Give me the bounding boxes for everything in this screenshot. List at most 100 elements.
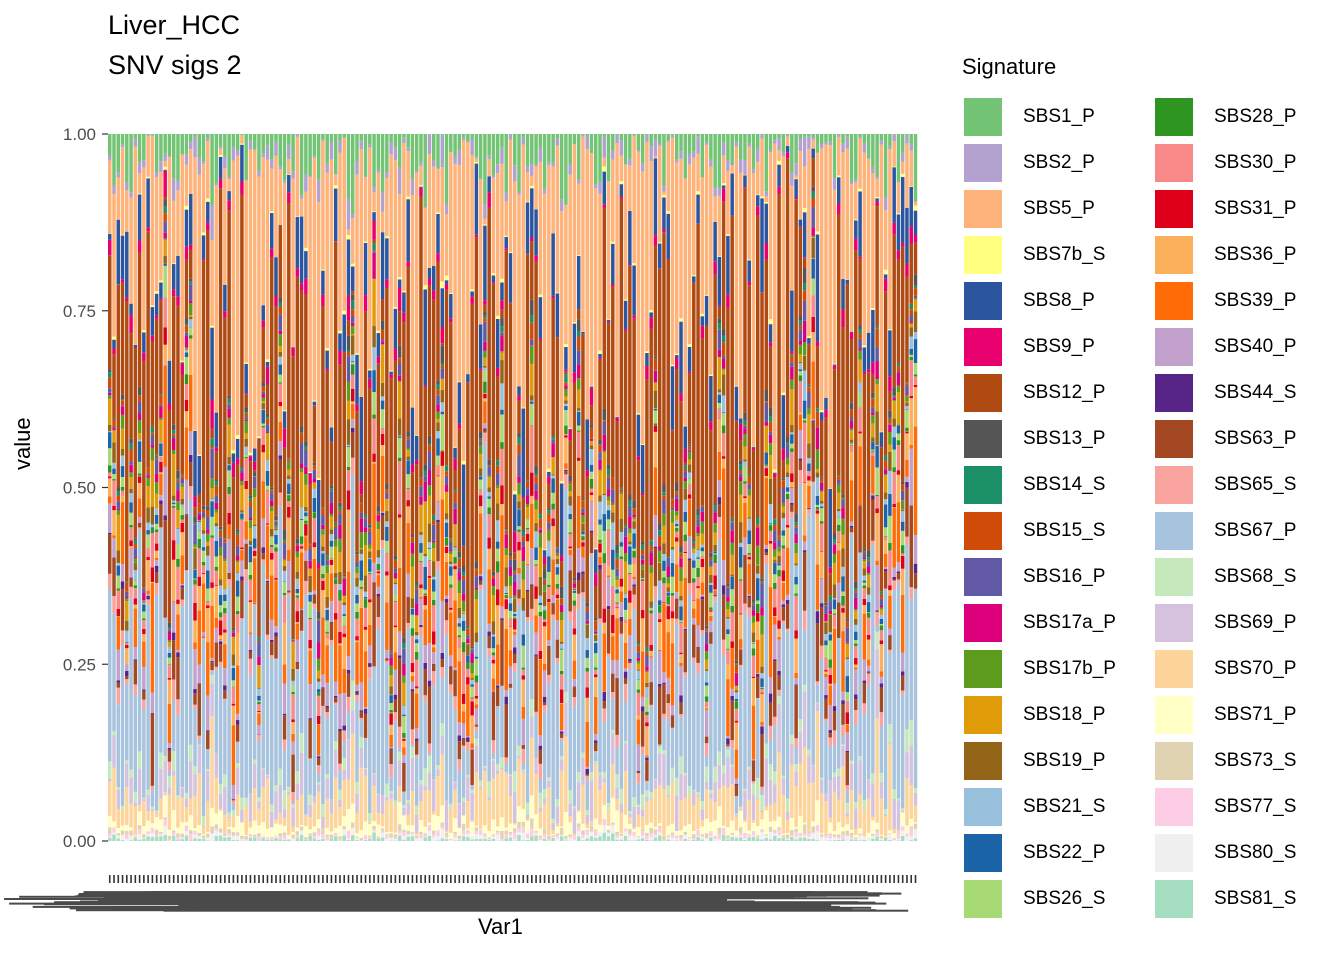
bar-segment bbox=[180, 498, 184, 505]
bar-segment bbox=[491, 283, 496, 572]
bar-segment bbox=[201, 530, 206, 534]
bar-segment bbox=[154, 455, 159, 457]
bar-segment bbox=[146, 794, 150, 812]
bar-segment bbox=[142, 834, 146, 838]
bar-segment bbox=[308, 134, 312, 177]
bar-segment bbox=[491, 571, 496, 576]
bar-segment bbox=[653, 158, 658, 236]
bar-segment bbox=[559, 703, 564, 704]
bar-segment bbox=[585, 829, 589, 831]
bar-segment bbox=[611, 733, 615, 765]
bar-segment bbox=[150, 832, 155, 837]
bar-segment bbox=[299, 733, 304, 753]
bar-segment bbox=[581, 592, 585, 597]
bar-segment bbox=[645, 698, 649, 712]
bar-segment bbox=[380, 832, 385, 838]
bar-segment bbox=[555, 663, 560, 800]
bar-segment bbox=[108, 573, 112, 590]
bar-segment bbox=[461, 642, 466, 653]
bar-segment bbox=[184, 514, 189, 516]
bar-segment bbox=[534, 632, 538, 655]
bar-segment bbox=[112, 832, 116, 835]
bar-segment bbox=[142, 601, 146, 603]
bar-segment bbox=[619, 586, 624, 592]
bar-segment bbox=[189, 798, 193, 816]
bar-segment bbox=[376, 506, 381, 512]
bar-segment bbox=[602, 701, 607, 709]
bar-segment bbox=[346, 830, 351, 839]
bar-segment bbox=[500, 352, 504, 361]
bar-segment bbox=[542, 663, 547, 671]
bar-segment bbox=[402, 763, 406, 792]
bar-segment bbox=[453, 782, 457, 790]
bar-segment bbox=[645, 797, 649, 802]
bar-segment bbox=[223, 542, 227, 558]
bar-segment bbox=[189, 193, 193, 245]
bar-segment bbox=[538, 532, 543, 548]
bar-segment bbox=[432, 664, 436, 672]
bar-segment bbox=[449, 318, 453, 323]
bar-segment bbox=[466, 737, 470, 742]
bar-segment bbox=[227, 408, 231, 418]
bar-segment bbox=[645, 836, 649, 840]
bar-segment bbox=[295, 276, 300, 539]
bar-segment bbox=[163, 819, 167, 826]
bar-segment bbox=[197, 664, 202, 684]
bar-segment bbox=[559, 641, 564, 644]
bar-segment bbox=[436, 455, 440, 466]
bar-segment bbox=[487, 656, 491, 782]
bar-segment bbox=[176, 527, 180, 529]
bar-segment bbox=[419, 477, 423, 487]
bar-segment bbox=[508, 776, 513, 796]
bar-segment bbox=[201, 161, 206, 164]
bar-segment bbox=[500, 309, 504, 319]
bar-segment bbox=[270, 658, 274, 805]
bar-segment bbox=[453, 547, 457, 550]
bar-segment bbox=[278, 506, 283, 769]
bar-segment bbox=[521, 144, 526, 408]
bar-segment bbox=[385, 650, 389, 659]
bar-segment bbox=[154, 291, 159, 294]
bar-segment bbox=[171, 775, 176, 811]
bar-segment bbox=[619, 546, 624, 557]
bar-segment bbox=[137, 482, 142, 499]
bar-segment bbox=[244, 413, 248, 418]
bar-segment bbox=[444, 522, 449, 538]
bar-segment bbox=[329, 639, 334, 645]
bar-segment bbox=[389, 712, 393, 714]
bar-segment bbox=[517, 573, 521, 590]
bar-segment bbox=[440, 343, 445, 346]
bar-segment bbox=[611, 764, 615, 798]
bar-segment bbox=[120, 805, 125, 810]
bar-segment bbox=[534, 164, 538, 167]
bar-segment bbox=[359, 830, 364, 838]
bar-segment bbox=[308, 619, 312, 640]
bar-segment bbox=[321, 590, 325, 618]
bar-segment bbox=[287, 483, 291, 495]
bar-segment bbox=[193, 516, 197, 523]
bar-segment bbox=[372, 461, 376, 464]
bar-segment bbox=[632, 514, 636, 518]
bar-segment bbox=[265, 359, 270, 362]
bar-segment bbox=[333, 546, 338, 573]
bar-segment bbox=[125, 763, 129, 788]
bar-segment bbox=[538, 839, 543, 841]
bar-segment bbox=[218, 134, 223, 147]
bar-segment bbox=[108, 827, 112, 834]
bar-segment bbox=[112, 557, 116, 597]
bar-segment bbox=[572, 372, 577, 383]
bar-segment bbox=[414, 833, 419, 836]
bar-segment bbox=[167, 747, 172, 750]
bar-segment bbox=[355, 603, 359, 612]
bar-segment bbox=[193, 795, 197, 829]
bar-segment bbox=[414, 172, 419, 436]
bar-segment bbox=[636, 773, 641, 784]
bar-segment bbox=[223, 557, 227, 559]
bar-segment bbox=[679, 666, 683, 696]
bar-segment bbox=[248, 456, 253, 462]
bar-segment bbox=[602, 157, 607, 167]
bar-segment bbox=[397, 631, 402, 656]
bar-segment bbox=[363, 708, 368, 714]
bar-segment bbox=[576, 364, 581, 379]
bar-segment bbox=[406, 834, 410, 837]
